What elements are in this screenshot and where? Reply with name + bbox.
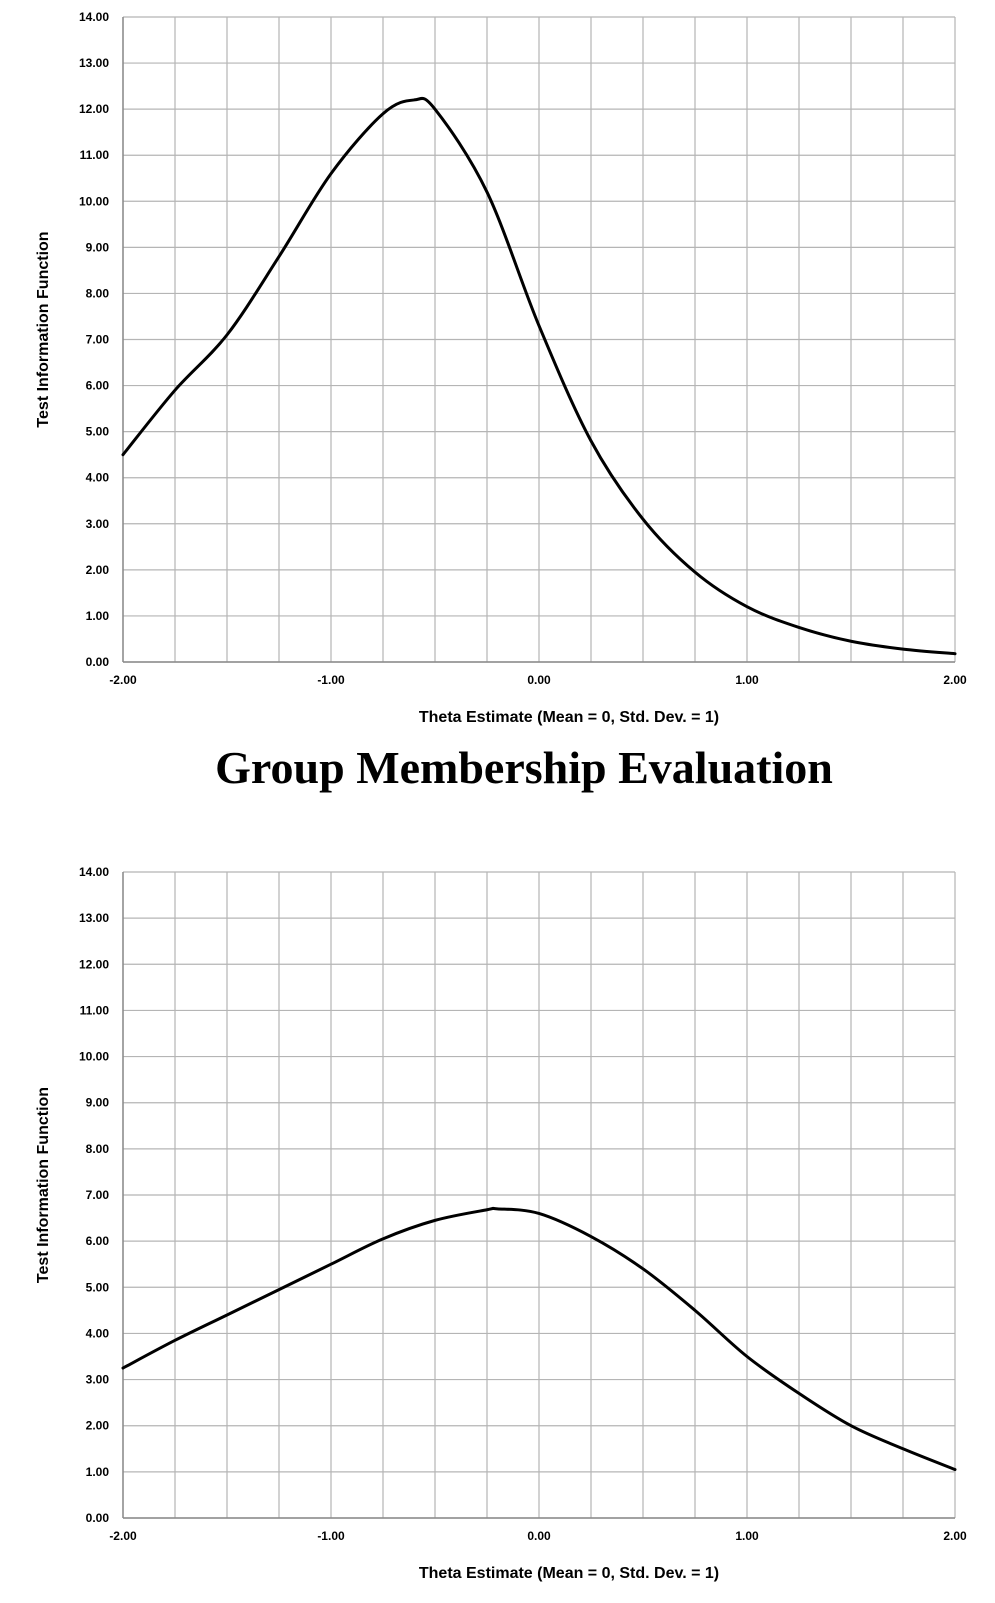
information-curve-line: [121, 96, 957, 656]
y-tick-label: 4.00: [86, 471, 110, 485]
y-tick-label: 8.00: [86, 1142, 110, 1156]
y-tick-label: 3.00: [86, 1373, 110, 1387]
y-tick-label: 12.00: [79, 102, 109, 116]
y-tick-label: 3.00: [86, 517, 110, 531]
y-tick-label: 11.00: [80, 148, 110, 162]
y-tick-label: 12.00: [79, 957, 109, 971]
y-axis-label: Test Information Function: [35, 1087, 52, 1283]
top-chart: 0.00 1.00 2.00 3.00 4.00 5.00 6.00 7.00 8.00 9.00…: [35, 10, 967, 726]
x-tick-label: -2.00: [109, 673, 137, 687]
y-tick-label: 14.00: [79, 10, 109, 24]
y-tick-label: 14.00: [79, 865, 109, 879]
y-tick-label: 6.00: [86, 1234, 110, 1248]
y-tick-label: 1.00: [86, 1465, 110, 1479]
x-tick-label: 1.00: [735, 673, 759, 687]
x-tick-label: 0.00: [527, 1529, 551, 1543]
x-tick-label: 1.00: [735, 1529, 759, 1543]
y-tick-label: 10.00: [79, 1050, 109, 1064]
bottom-chart: 0.00 1.00 2.00 3.00 4.00 5.00 6.00 7.00 8.00 9.00…: [35, 865, 967, 1582]
group-membership-heading: Group Membership Evaluation: [215, 742, 833, 793]
y-tick-label: 7.00: [86, 1188, 110, 1202]
x-axis-label: Theta Estimate (Mean = 0, Std. Dev. = 1): [419, 1565, 719, 1582]
y-tick-label: 4.00: [86, 1326, 110, 1340]
y-tick-label: 13.00: [79, 56, 109, 70]
y-tick-label: 6.00: [86, 379, 110, 393]
y-axis-label: Test Information Function: [35, 231, 52, 427]
y-tick-label: 1.00: [86, 609, 110, 623]
y-tick-label: 0.00: [86, 1511, 110, 1525]
x-tick-label: -2.00: [109, 1529, 137, 1543]
x-tick-label: 0.00: [527, 673, 551, 687]
y-tick-label: 2.00: [86, 1419, 110, 1433]
y-tick-label: 8.00: [86, 286, 110, 300]
y-tick-label: 9.00: [86, 240, 110, 254]
x-tick-label: -1.00: [317, 1529, 345, 1543]
y-tick-label: 5.00: [86, 425, 110, 439]
x-axis-label: Theta Estimate (Mean = 0, Std. Dev. = 1): [419, 709, 719, 726]
y-tick-label: 9.00: [86, 1096, 110, 1110]
y-tick-label: 7.00: [86, 333, 110, 347]
y-tick-label: 10.00: [79, 194, 109, 208]
x-tick-label: -1.00: [317, 673, 345, 687]
y-tick-label: 2.00: [86, 563, 110, 577]
x-tick-label: 2.00: [943, 1529, 967, 1543]
y-tick-label: 5.00: [86, 1280, 110, 1294]
y-tick-label: 13.00: [79, 911, 109, 925]
x-tick-label: 2.00: [943, 673, 967, 687]
information-curve-line: [121, 1206, 957, 1472]
y-tick-label: 0.00: [86, 655, 110, 669]
y-tick-label: 11.00: [80, 1003, 110, 1017]
